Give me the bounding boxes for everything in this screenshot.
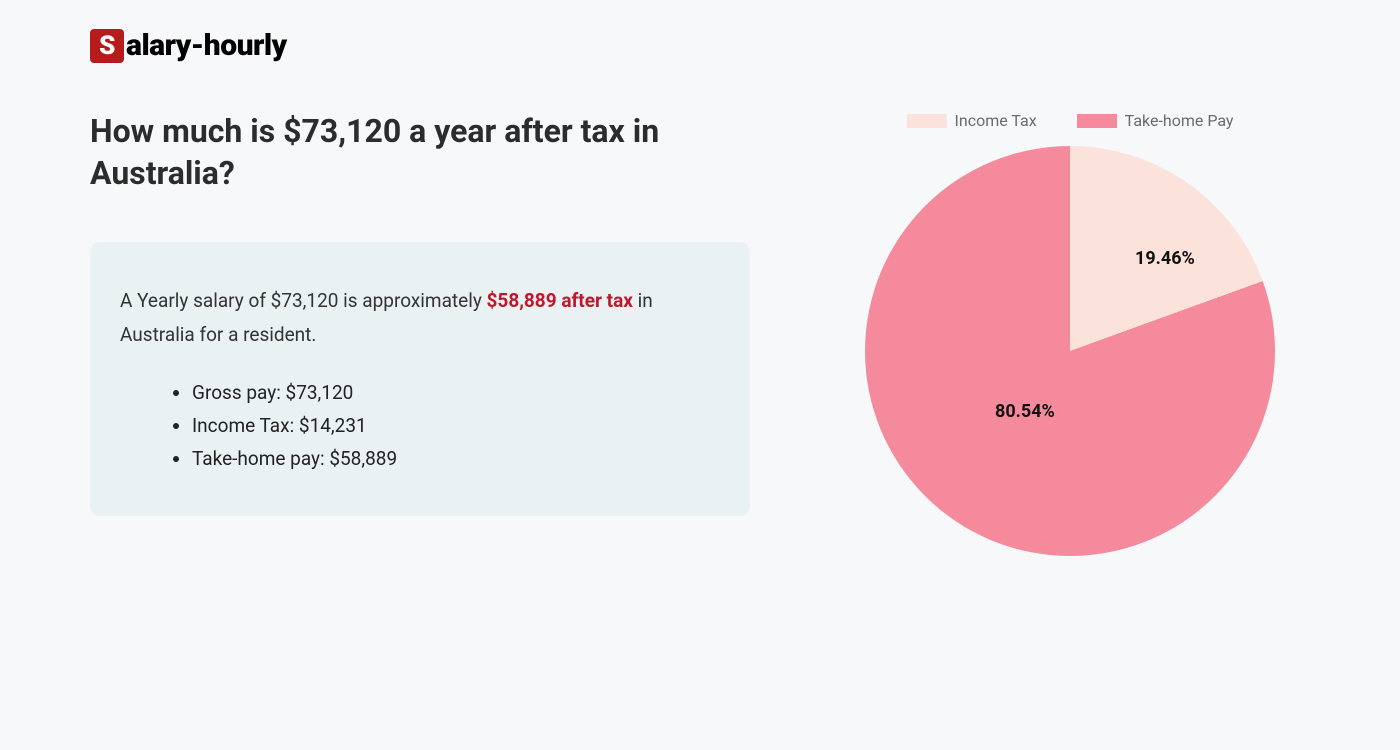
- summary-box: A Yearly salary of $73,120 is approximat…: [90, 242, 750, 515]
- summary-text: A Yearly salary of $73,120 is approximat…: [120, 284, 720, 352]
- list-item: Gross pay: $73,120: [192, 381, 720, 404]
- page-title: How much is $73,120 a year after tax in …: [90, 111, 750, 194]
- left-column: How much is $73,120 a year after tax in …: [90, 111, 750, 556]
- list-item: Income Tax: $14,231: [192, 414, 720, 437]
- pie-slice-label: 80.54%: [995, 401, 1055, 422]
- legend-swatch: [907, 114, 947, 128]
- summary-highlight: $58,889 after tax: [487, 289, 633, 312]
- list-item: Take-home pay: $58,889: [192, 447, 720, 470]
- page: Salary-hourly How much is $73,120 a year…: [0, 0, 1400, 556]
- summary-prefix: A Yearly salary of $73,120 is approximat…: [120, 289, 487, 312]
- legend-item-take-home: Take-home Pay: [1077, 111, 1234, 130]
- legend-label: Take-home Pay: [1125, 111, 1234, 130]
- legend-swatch: [1077, 114, 1117, 128]
- logo: Salary-hourly: [90, 28, 1310, 63]
- pie-chart: 19.46% 80.54%: [865, 146, 1275, 556]
- content-row: How much is $73,120 a year after tax in …: [90, 111, 1310, 556]
- logo-text: alary-hourly: [126, 28, 287, 63]
- right-column: Income Tax Take-home Pay 19.46% 80.54%: [860, 111, 1280, 556]
- chart-legend: Income Tax Take-home Pay: [860, 111, 1280, 130]
- pie-slice-label: 19.46%: [1135, 248, 1195, 269]
- pie-circle: [865, 146, 1275, 556]
- legend-label: Income Tax: [955, 111, 1037, 130]
- legend-item-income-tax: Income Tax: [907, 111, 1037, 130]
- bullet-list: Gross pay: $73,120 Income Tax: $14,231 T…: [120, 381, 720, 470]
- logo-badge: S: [90, 29, 124, 63]
